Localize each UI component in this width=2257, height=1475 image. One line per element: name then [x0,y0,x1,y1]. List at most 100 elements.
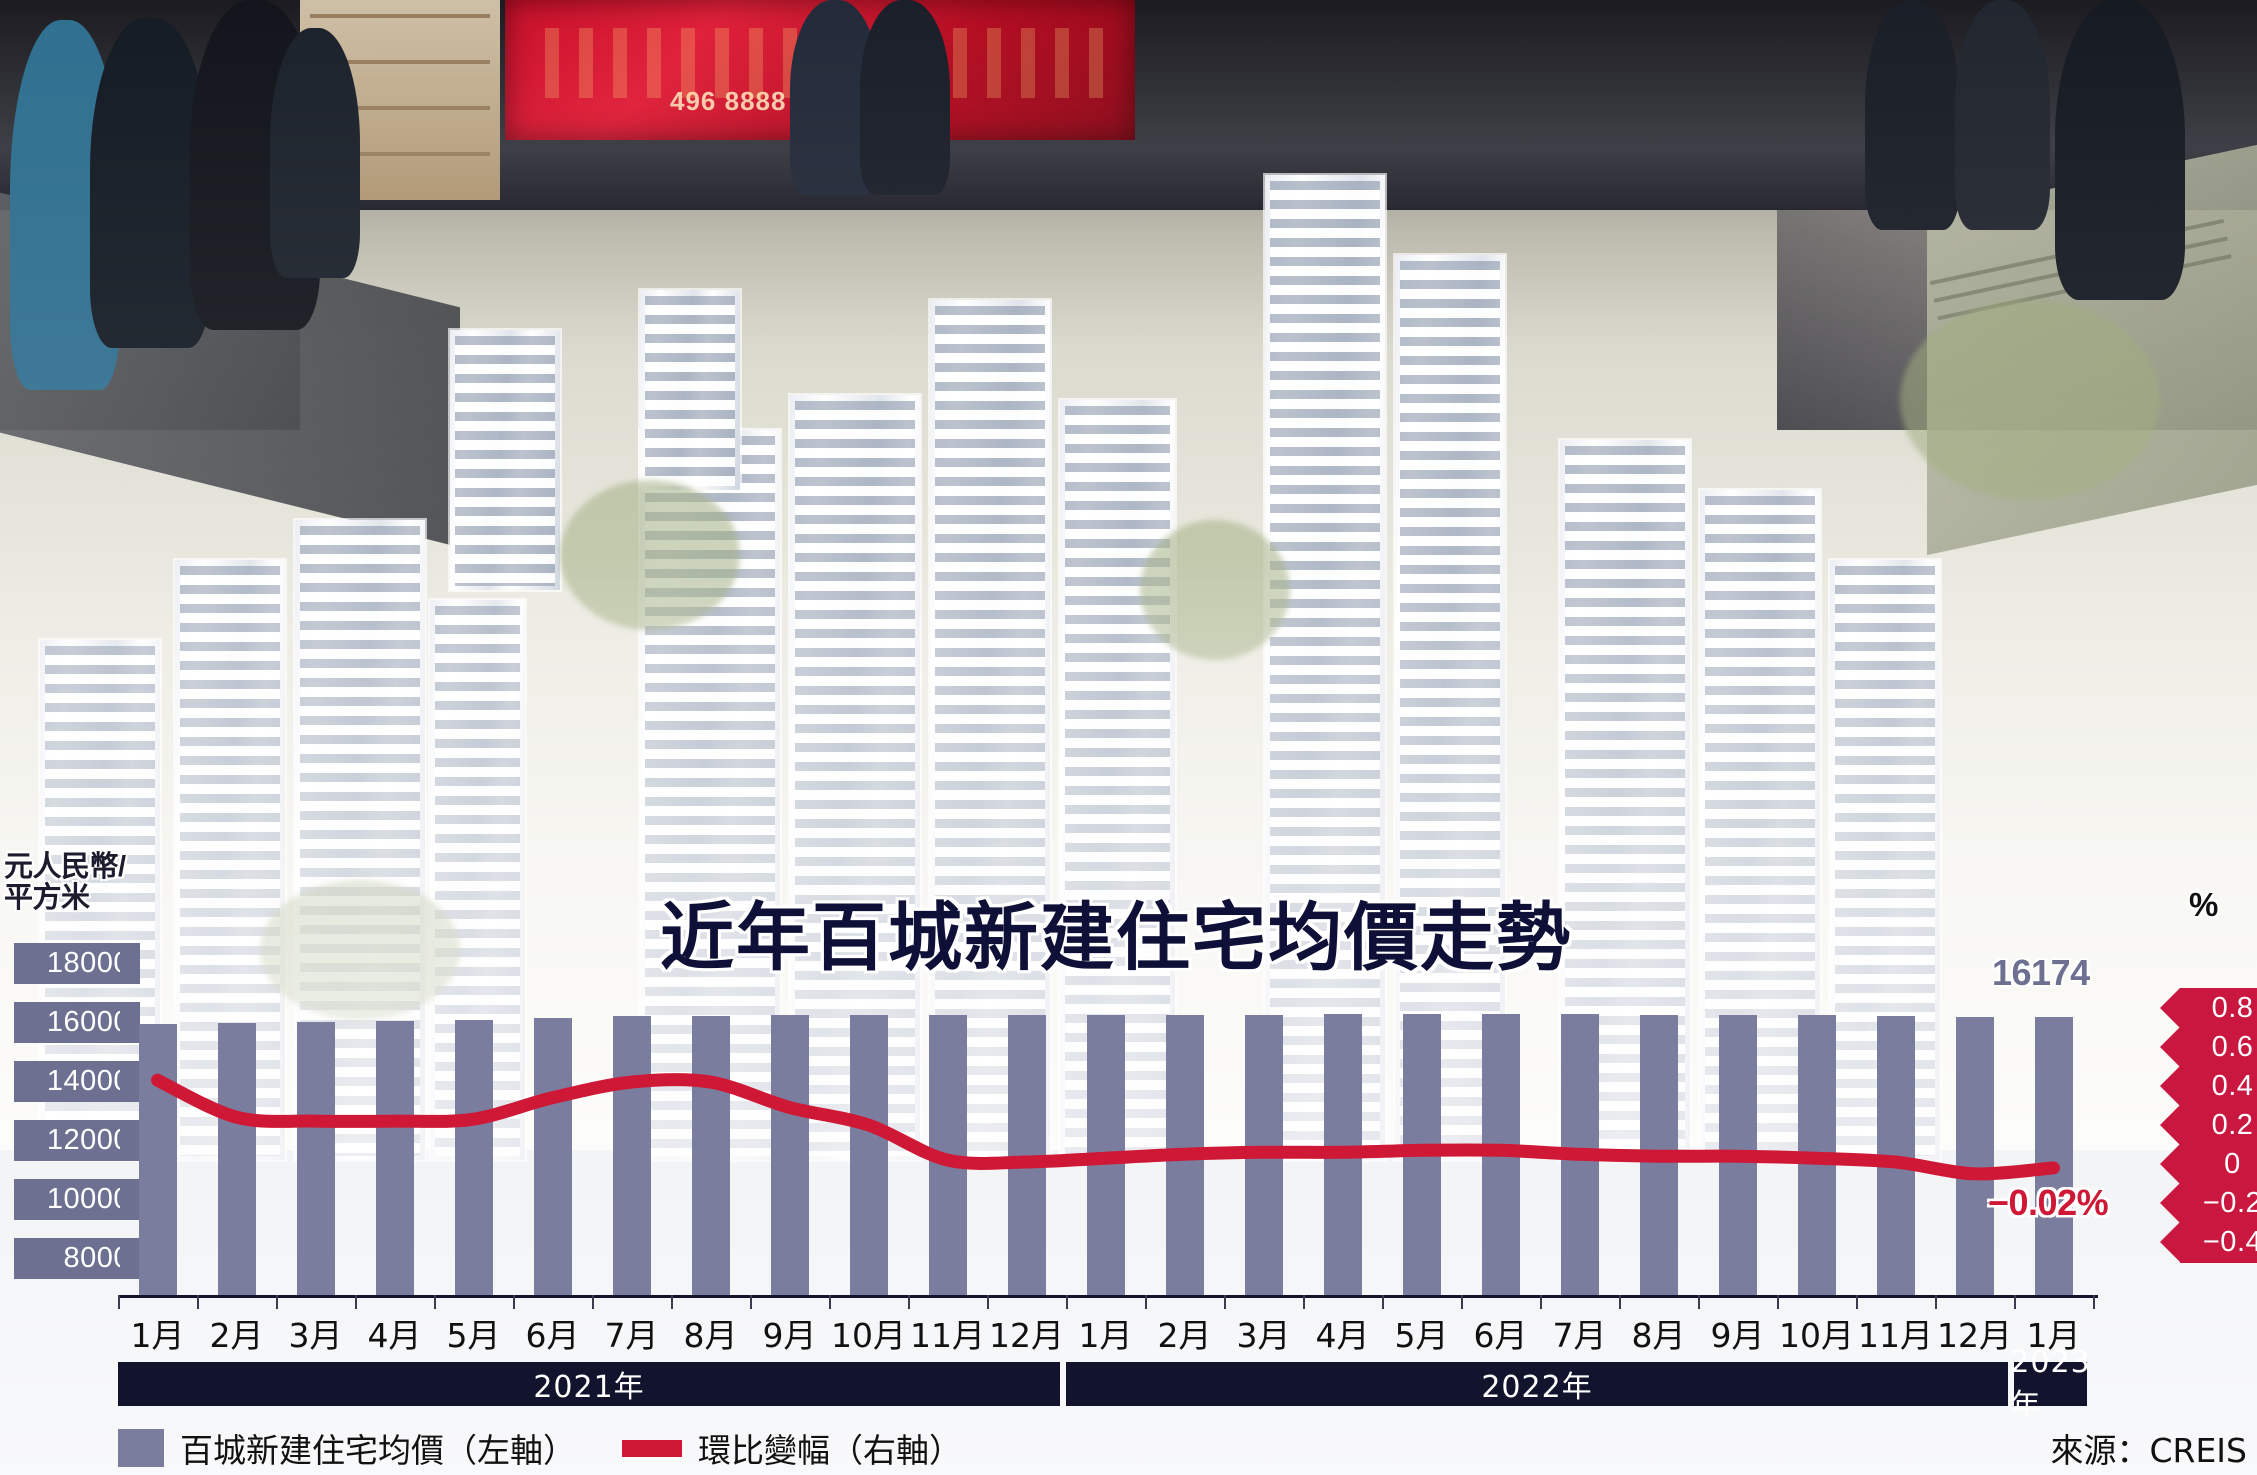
right-axis-tick-label: −0.4 [2160,1221,2257,1263]
right-axis-tick-label: 0.8 [2160,987,2257,1029]
x-axis-tick [1066,1295,1068,1309]
right-axis-tick: −0.4 [2160,1221,2257,1263]
x-axis-month-label: 7月 [1552,1316,1607,1355]
left-axis-unit-line2: 平方米 [4,882,90,915]
legend: 百城新建住宅均價（左軸） 環比變幅（右軸） [118,1424,962,1472]
left-axis-unit-line1: 元人民幣/ [4,851,126,883]
x-axis-month-label: 3月 [1236,1316,1291,1355]
x-axis-month-label: 9月 [762,1316,817,1355]
x-axis-tick [1777,1295,1779,1309]
x-axis-tick [118,1295,120,1309]
right-axis-tick-label: 0.4 [2160,1065,2257,1107]
x-axis-month-label: 6月 [1473,1316,1528,1355]
left-axis-tick: 12000 [14,1119,140,1161]
x-axis-month-label: 4月 [367,1316,422,1355]
bar [849,1014,888,1295]
bar [296,1022,335,1295]
x-axis-tick [434,1295,436,1309]
x-axis-tick [1619,1295,1621,1309]
x-axis-month-label: 1月 [2026,1316,2081,1355]
bar [533,1018,572,1295]
x-axis-month-label: 3月 [288,1316,343,1355]
x-axis-month-label: 12月 [989,1316,1064,1355]
x-axis-month-label: 2月 [1157,1316,1212,1355]
legend-item-bar: 百城新建住宅均價（左軸） [118,1424,576,1472]
x-axis-month-label: 12月 [1937,1316,2012,1355]
left-axis-tick: 14000 [14,1060,140,1102]
right-axis-tick: −0.2 [2160,1182,2257,1224]
x-axis-month-label: 7月 [604,1316,659,1355]
bar [1007,1015,1046,1295]
bar [2034,1016,2073,1295]
x-axis-month-label: 9月 [1710,1316,1765,1355]
right-axis-tick: 0.2 [2160,1104,2257,1146]
x-axis-tick [1382,1295,1384,1309]
legend-swatch-line-icon [622,1439,682,1457]
momentum-line-path [151,1073,2060,1181]
x-axis-tick [1224,1295,1226,1309]
right-axis-unit: % [2189,886,2219,923]
x-axis-tick [750,1295,752,1309]
right-axis-tick-label: −0.2 [2160,1182,2257,1224]
x-axis-month-label: 10月 [1779,1316,1854,1355]
legend-item-line: 環比變幅（右軸） [622,1424,962,1472]
x-axis-tick [1461,1295,1463,1309]
x-axis-tick [987,1295,989,1309]
x-axis-month-label: 5月 [446,1316,501,1355]
bar [375,1020,414,1295]
year-band: 2021年 [118,1362,1060,1406]
x-axis-month-label: 4月 [1315,1316,1370,1355]
line-series [151,1073,2060,1181]
bar [770,1015,809,1295]
x-axis-tick [355,1295,357,1309]
right-axis-tick: 0.4 [2160,1065,2257,1107]
x-axis-tick [197,1295,199,1309]
bar [691,1015,730,1295]
x-axis-tick [276,1295,278,1309]
bar [1955,1016,1994,1295]
bar [138,1024,177,1295]
left-axis-unit: 元人民幣/ 平方米 [4,851,126,915]
left-axis-tick-label: 8000 [14,1237,140,1279]
x-axis-tick [1145,1295,1147,1309]
x-axis-tick [2093,1295,2095,1309]
x-axis-tick [1698,1295,1700,1309]
page-title: 近年百城新建住宅均價走勢 [660,895,1572,981]
x-axis-tick [829,1295,831,1309]
x-axis-tick [513,1295,515,1309]
left-axis-tick: 10000 [14,1178,140,1220]
legend-label-line: 環比變幅（右軸） [698,1431,962,1470]
x-axis-month-label: 6月 [525,1316,580,1355]
right-axis-tick-label: 0.2 [2160,1104,2257,1146]
right-axis-tick-label: 0 [2160,1143,2257,1185]
x-axis-tick [908,1295,910,1309]
legend-swatch-bar-icon [118,1429,164,1467]
x-axis-tick [1303,1295,1305,1309]
left-axis-tick: 8000 [14,1237,140,1279]
left-axis-tick-label: 12000 [14,1119,140,1161]
left-axis-tick-label: 16000 [14,1001,140,1043]
year-band: 2022年 [1066,1362,2008,1406]
x-axis-month-label: 8月 [683,1316,738,1355]
bar [612,1016,651,1295]
left-axis-tick-label: 14000 [14,1060,140,1102]
bar [217,1023,256,1295]
legend-label-bar: 百城新建住宅均價（左軸） [180,1431,576,1470]
plot-area [118,905,2093,1295]
x-axis-month-label: 8月 [1631,1316,1686,1355]
last-line-value-label: −0.02% [1988,1182,2109,1223]
left-axis-tick: 18000 [14,942,140,984]
x-axis-month-label: 10月 [831,1316,906,1355]
x-axis-month-label: 1月 [130,1316,185,1355]
right-axis-tick: 0.6 [2160,1026,2257,1068]
right-axis-tick-label: 0.6 [2160,1026,2257,1068]
x-axis-tick [592,1295,594,1309]
x-axis-month-label: 1月 [1078,1316,1133,1355]
x-axis-tick [671,1295,673,1309]
bar [454,1019,493,1295]
x-axis-baseline [118,1295,2098,1298]
x-axis-tick [1935,1295,1937,1309]
source-note: 來源：CREIS [2050,1431,2247,1470]
